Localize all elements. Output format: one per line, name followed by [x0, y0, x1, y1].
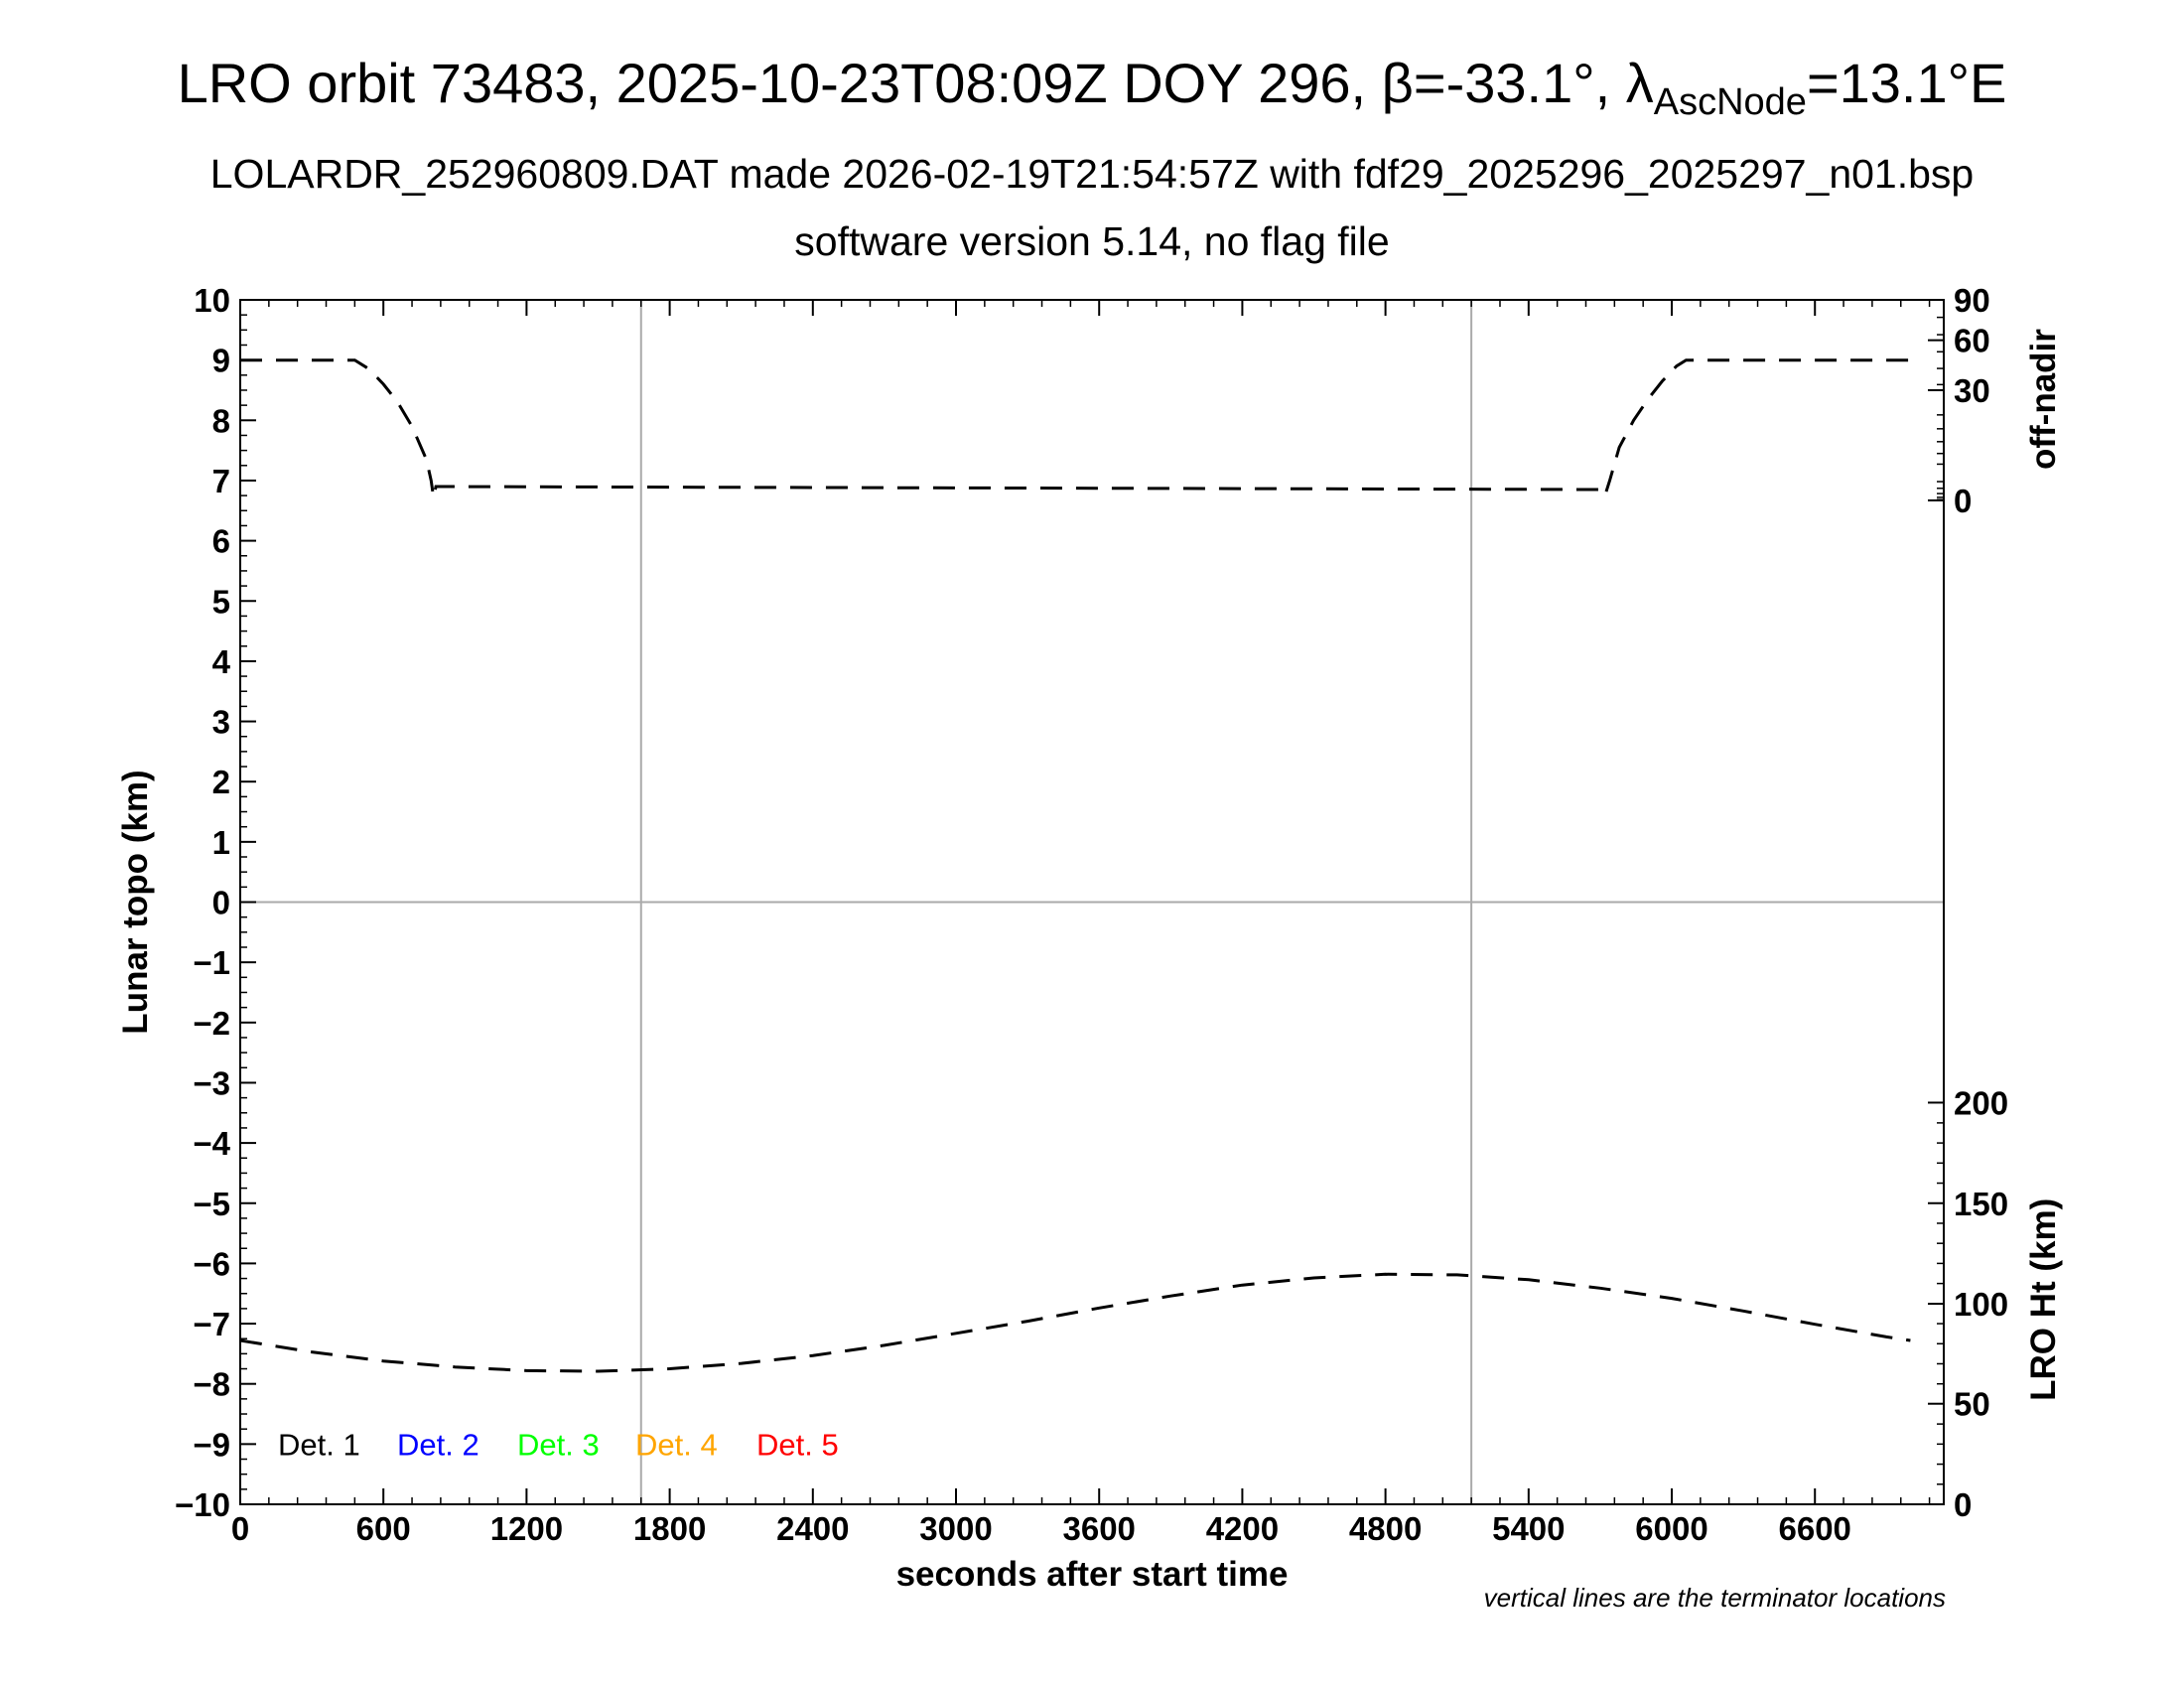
- legend-entry: Det. 4: [635, 1427, 718, 1462]
- lro-ht-tick-label: 200: [1954, 1084, 2008, 1121]
- off-nadir-tick-label: 0: [1954, 483, 1972, 519]
- x-tick-label: 3000: [919, 1510, 992, 1547]
- y-tick-label: −10: [175, 1486, 230, 1523]
- off-nadir-tick-label: 60: [1954, 323, 1990, 359]
- y-tick-label: 3: [212, 704, 230, 741]
- legend: Det. 1 Det. 2 Det. 3 Det. 4 Det. 5: [278, 1427, 839, 1462]
- y-tick-label: −6: [193, 1245, 230, 1282]
- lro-ht-tick-label: 50: [1954, 1386, 1990, 1423]
- series-line-1: [240, 358, 1911, 499]
- y-tick-label: 9: [212, 343, 230, 379]
- legend-entry: Det. 5: [756, 1427, 839, 1462]
- y-tick-label: 1: [212, 824, 230, 861]
- y-axis-label-off-nadir: off-nadir: [2024, 329, 2063, 470]
- x-tick-label: 5400: [1492, 1510, 1565, 1547]
- y-tick-label: 0: [212, 885, 230, 921]
- x-tick-label: 6000: [1635, 1510, 1707, 1547]
- y-tick-label: −8: [193, 1366, 230, 1403]
- off-nadir-tick-label: 90: [1954, 282, 1990, 319]
- legend-entry: Det. 2: [397, 1427, 479, 1462]
- y-axis-label-lro-ht: LRO Ht (km): [2024, 1198, 2063, 1401]
- y-tick-label: −3: [193, 1064, 230, 1101]
- y-tick-label: −1: [193, 944, 230, 981]
- x-tick-label: 3600: [1062, 1510, 1135, 1547]
- lro-ht-tick-label: 150: [1954, 1186, 2008, 1222]
- y-tick-label: 10: [194, 282, 230, 319]
- tick-labels-layer: 0 600 1200 1800 2400 3000 3600 4200 4800 5400 6000…: [175, 282, 2008, 1547]
- x-tick-label: 4800: [1349, 1510, 1422, 1547]
- x-tick-label: 2400: [776, 1510, 849, 1547]
- y-tick-label: −9: [193, 1426, 230, 1463]
- y-tick-label: −7: [193, 1306, 230, 1342]
- x-tick-label: 0: [231, 1510, 249, 1547]
- y-tick-label: 4: [212, 643, 231, 680]
- chart-subtitle-1: LOLARDR_252960809.DAT made 2026-02-19T21…: [210, 151, 1974, 197]
- x-tick-label: 6600: [1779, 1510, 1851, 1547]
- chart-subtitle-2: software version 5.14, no flag file: [794, 218, 1389, 264]
- off-nadir-tick-label: 30: [1954, 372, 1990, 409]
- series-layer: [239, 358, 1911, 1373]
- ticks-layer: [239, 299, 1944, 1505]
- y-tick-label: −2: [193, 1005, 230, 1042]
- y-tick-label: 8: [212, 402, 230, 439]
- y-tick-label: 5: [212, 583, 230, 620]
- x-tick-label: 4200: [1206, 1510, 1279, 1547]
- terminator-note: vertical lines are the terminator locati…: [1484, 1583, 1946, 1613]
- x-axis-label: seconds after start time: [896, 1555, 1289, 1594]
- chart-title: LRO orbit 73483, 2025-10-23T08:09Z DOY 2…: [178, 52, 2007, 123]
- x-tick-label: 600: [356, 1510, 411, 1547]
- lro-ht-tick-label: 100: [1954, 1286, 2008, 1323]
- legend-entry: Det. 3: [517, 1427, 600, 1462]
- y-tick-label: 7: [212, 463, 230, 499]
- lro-ht-tick-label: 0: [1954, 1486, 1972, 1523]
- y-tick-label: −5: [193, 1186, 230, 1222]
- grid: [240, 300, 1944, 1504]
- legend-entry: Det. 1: [278, 1427, 360, 1462]
- y-tick-label: 6: [212, 523, 230, 560]
- x-tick-label: 1800: [633, 1510, 706, 1547]
- y-tick-label: −4: [193, 1125, 230, 1162]
- y-axis-label-left: Lunar topo (km): [116, 770, 155, 1034]
- x-tick-label: 1200: [490, 1510, 563, 1547]
- series-line-2: [239, 1272, 1911, 1373]
- y-tick-label: 2: [212, 764, 230, 800]
